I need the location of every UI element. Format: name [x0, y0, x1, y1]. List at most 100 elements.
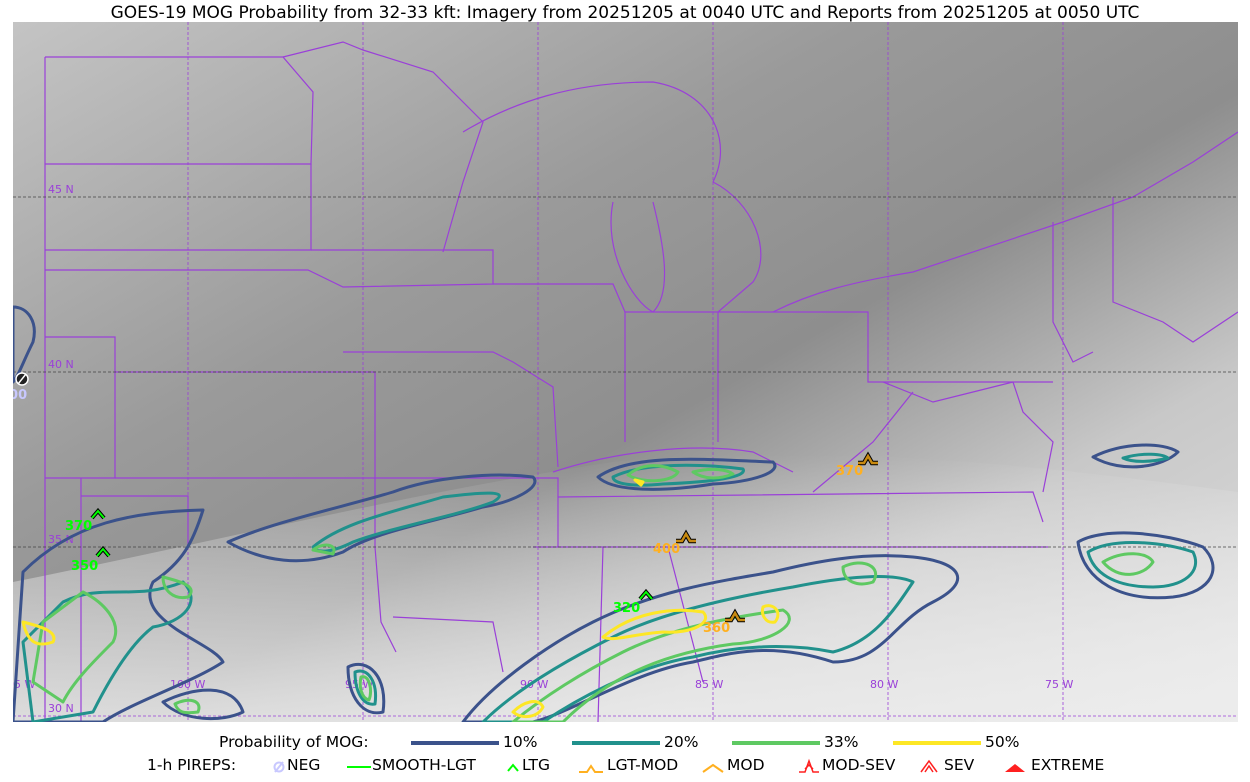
pirep-altitude-label: 370	[836, 464, 863, 479]
state-border	[493, 283, 626, 442]
state-border	[375, 477, 559, 547]
contour-33pct	[358, 675, 373, 702]
caret-icon	[639, 590, 653, 600]
double-caret-bar-icon	[799, 758, 819, 773]
contour-10pct	[461, 554, 959, 722]
neg-slash	[17, 373, 27, 385]
state-border	[343, 351, 559, 468]
state-border	[392, 616, 504, 673]
latitude-label: 30 N	[48, 702, 74, 715]
legend-swatch-33	[732, 741, 820, 745]
contour-20pct	[21, 580, 193, 722]
contour-50pct	[511, 700, 545, 719]
state-border	[45, 249, 494, 288]
legend-swatch-10	[411, 741, 499, 745]
contour-33pct	[626, 464, 680, 483]
legend-smooth-lgt: SMOOTH-LGT	[372, 756, 476, 774]
contour-50pct	[761, 604, 780, 624]
pirep-neg: 400	[13, 372, 29, 403]
chart-title: GOES-19 MOG Probability from 32-33 kft: …	[110, 3, 1140, 23]
caret-bar-icon	[725, 610, 745, 622]
contour-33pct	[31, 590, 118, 704]
contour-33pct	[161, 575, 193, 600]
filled-triangle-icon	[1005, 764, 1025, 772]
contour-10pct	[161, 688, 245, 721]
caret-bar-icon	[676, 531, 696, 543]
latitude-label: 35 N	[48, 533, 74, 546]
state-border	[882, 381, 1014, 403]
contour-10pct	[1091, 443, 1180, 469]
legend-swatch-50	[893, 741, 981, 745]
contour-50pct	[21, 620, 56, 646]
legend-lgt-mod: LGT-MOD	[607, 756, 679, 774]
contour-33pct	[1101, 552, 1155, 576]
probability-legend-label: Probability of MOG:	[219, 733, 369, 751]
longitude-label: 75 W	[1045, 678, 1073, 691]
pirep-legend-label: 1-h PIREPS:	[147, 756, 237, 774]
legend-label-10: 10%	[503, 733, 538, 751]
contour-20pct	[311, 491, 501, 553]
legend-extreme: EXTREME	[1031, 756, 1105, 774]
state-border	[45, 336, 116, 479]
state-border	[462, 81, 722, 183]
latitude-label: 40 N	[48, 358, 74, 371]
pirep-altitude-label: 320	[613, 601, 640, 616]
state-border	[374, 478, 397, 653]
pirep-altitude-label: 350	[71, 559, 98, 574]
pirep-lgt-mod: 400	[653, 529, 696, 557]
longitude-label: 80 W	[870, 678, 898, 691]
caret-bar-icon	[858, 453, 878, 465]
pirep-lgt-mod: 370	[836, 451, 878, 479]
mog-contours	[13, 305, 1215, 722]
double-caret-icon	[920, 759, 938, 773]
caret-icon	[96, 547, 110, 557]
legend-sev: SEV	[944, 756, 975, 774]
pirep-altitude-label: 400	[13, 388, 27, 403]
pirep-altitude-label: 400	[653, 542, 680, 557]
state-border	[718, 311, 1053, 383]
contour-33pct	[841, 561, 877, 586]
state-border	[712, 181, 762, 313]
contour-33pct	[511, 608, 791, 722]
contour-10pct	[346, 662, 386, 715]
contour-33pct	[173, 698, 201, 715]
contour-10pct	[13, 508, 225, 722]
pirep-lgt-mod: 360	[703, 608, 745, 636]
legend-swatch-20	[572, 741, 660, 745]
contour-50pct	[633, 478, 645, 487]
contour-33pct	[311, 543, 336, 556]
legend-mod: MOD	[727, 756, 765, 774]
state-border	[610, 201, 666, 313]
caret-icon	[507, 763, 519, 772]
contour-20pct	[481, 575, 915, 722]
contour-20pct	[1086, 541, 1197, 589]
contour-33pct	[691, 467, 735, 480]
legend-label-20: 20%	[664, 733, 699, 751]
contour-20pct	[1121, 452, 1170, 463]
neg-circle-icon	[273, 761, 285, 773]
latitude-label: 45 N	[48, 183, 74, 196]
pirep-altitude-label: 360	[703, 621, 730, 636]
contour-10pct	[596, 457, 777, 491]
contour-10pct	[226, 473, 537, 563]
pirep-altitude-label: 370	[65, 519, 92, 534]
legend-label-33: 33%	[824, 733, 859, 751]
state-borders	[44, 41, 1238, 722]
state-border	[282, 41, 484, 253]
longitude-label: 100 W	[170, 678, 205, 691]
contour-20pct	[353, 669, 378, 706]
pirep-ltg: 320	[613, 588, 654, 616]
state-border	[1112, 197, 1238, 343]
state-border	[557, 491, 1044, 523]
state-border	[772, 131, 1238, 313]
pirep-markers: 400 370 350 320 400 370 360	[13, 372, 878, 636]
state-border	[552, 447, 794, 473]
caret-icon	[91, 509, 105, 519]
legend-ltg: LTG	[522, 756, 550, 774]
legend-neg: NEG	[287, 756, 321, 774]
legend-mod-sev: MOD-SEV	[822, 756, 896, 774]
state-border	[812, 391, 914, 493]
state-border	[1012, 381, 1054, 493]
